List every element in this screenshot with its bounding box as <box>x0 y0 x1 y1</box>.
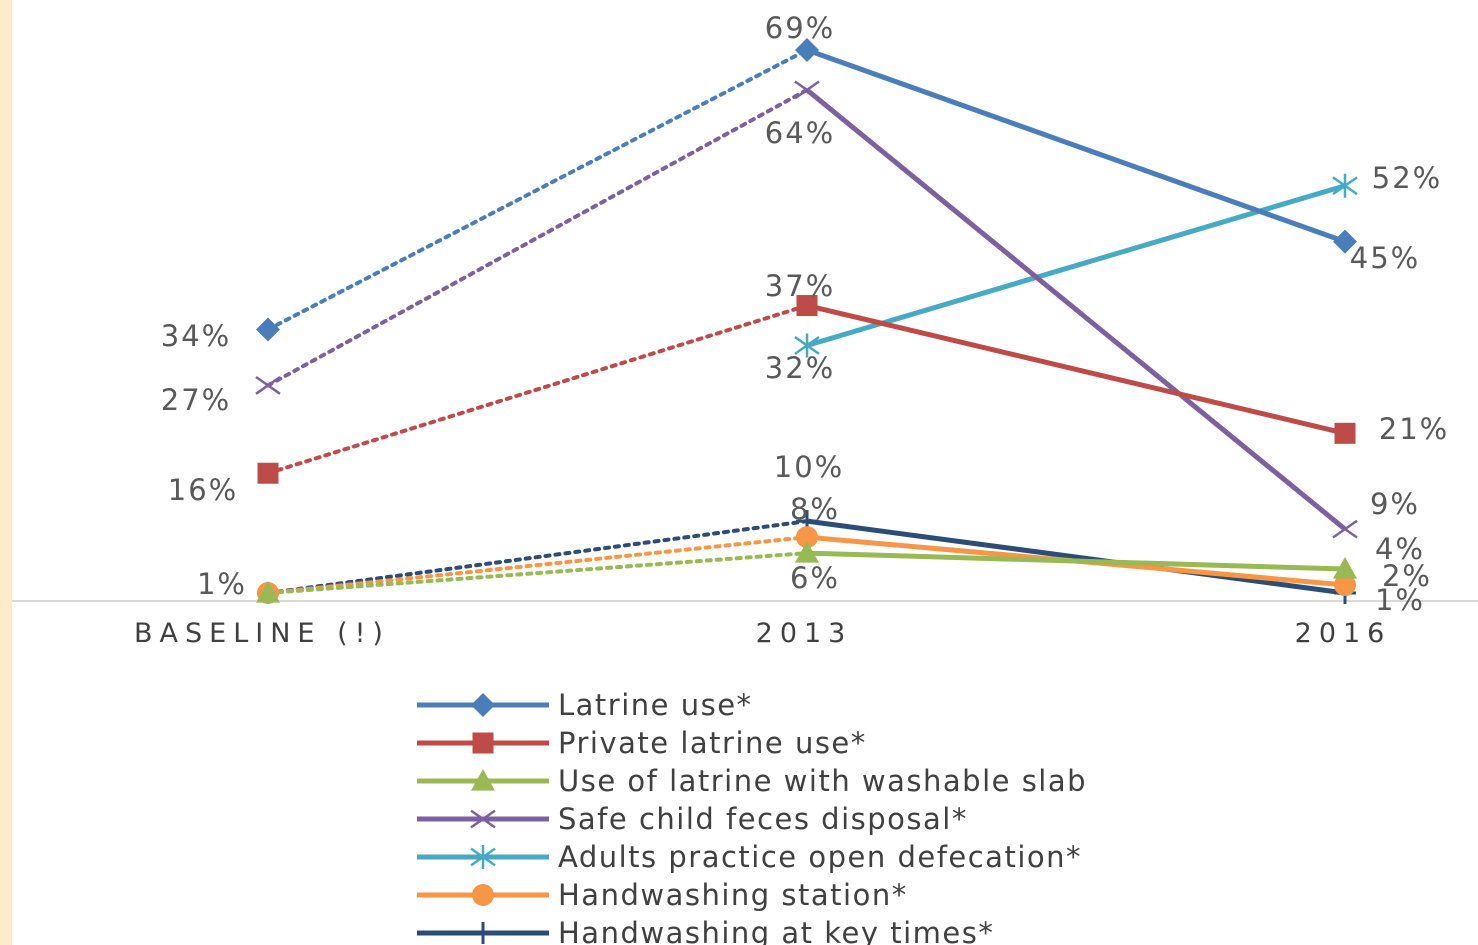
legend-item-latrine-use: Latrine use* <box>417 688 753 722</box>
legend-label-use-of-latrine-with-washable-slab: Use of latrine with washable slab <box>558 764 1087 798</box>
left-accent-strip <box>0 0 12 945</box>
line-dotted-private-latrine-use <box>266 303 809 476</box>
legend-item-handwashing-at-key-times: Handwashing at key times* <box>417 916 994 945</box>
line-solid-safe-child-feces-disposal <box>805 87 1347 532</box>
data-label-handwashing-station-2016: 2% <box>1382 559 1432 593</box>
legend-label-latrine-use: Latrine use* <box>558 688 753 722</box>
legend-label-handwashing-station: Handwashing station* <box>558 878 908 912</box>
data-label-use-of-latrine-with-washable-slab-2013: 6% <box>790 561 840 595</box>
marker-latrine-use-2 <box>1333 229 1357 254</box>
series-markers <box>255 38 1358 605</box>
marker-handwashing-station-2 <box>1334 574 1356 597</box>
line-solid-use-of-latrine-with-washable-slab <box>806 550 1346 572</box>
line-dotted-safe-child-feces-disposal <box>266 87 809 388</box>
marker-adults-practice-open-defecation-2 <box>1332 173 1358 198</box>
marker-use-of-latrine-with-washable-slab-1 <box>795 541 819 563</box>
legend-item-private-latrine-use: Private latrine use* <box>417 726 867 760</box>
data-label-handwashing-at-key-times-2013: 10% <box>774 450 844 484</box>
line-dotted-handwashing-at-key-times <box>266 519 809 596</box>
marker-handwashing-station-1 <box>796 526 818 549</box>
marker-private-latrine-use-2 <box>1334 422 1356 444</box>
data-label-adults-practice-open-defecation-2016: 52% <box>1372 161 1442 195</box>
legend-item-use-of-latrine-with-washable-slab: Use of latrine with washable slab <box>417 764 1087 798</box>
axis-layer: BASELINE (!) 2013 2016 <box>12 600 1478 649</box>
marker-use-of-latrine-with-washable-slab-2 <box>1333 557 1357 579</box>
legend-marker-use-of-latrine-with-washable-slab <box>471 769 495 791</box>
legend-marker-handwashing-station <box>472 884 494 906</box>
legend-marker-handwashing-at-key-times <box>472 922 494 944</box>
data-label-private-latrine-use-baseline: 16% <box>168 473 238 507</box>
line-solid-handwashing-at-key-times <box>806 518 1346 596</box>
legend-label-adults-practice-open-defecation: Adults practice open defecation* <box>558 840 1082 874</box>
data-label-use-of-latrine-with-washable-slab-2016: 4% <box>1375 532 1425 566</box>
data-label-latrine-use-baseline: 34% <box>161 319 231 353</box>
data-label-handwashing-station-baseline: 1% <box>197 567 247 601</box>
line-solid-adults-practice-open-defecation <box>806 183 1346 348</box>
marker-latrine-use-0 <box>256 317 280 342</box>
x-tick-label-2016: 2016 <box>1295 618 1392 649</box>
series-lines <box>266 47 1347 596</box>
marker-latrine-use-1 <box>795 38 819 62</box>
legend-item-handwashing-station: Handwashing station* <box>417 878 908 912</box>
line-solid-latrine-use <box>806 47 1346 245</box>
data-labels: 34% 69% 45% 16% 37% 21% 6% 4% 27% 64% 9% 32% 52% 1% 8%… <box>161 11 1449 617</box>
data-label-safe-child-feces-disposal-baseline: 27% <box>161 383 231 417</box>
data-label-private-latrine-use-2016: 21% <box>1379 412 1449 446</box>
x-tick-label-baseline: BASELINE (!) <box>134 618 390 649</box>
data-label-handwashing-at-key-times-2016: 1% <box>1375 583 1425 617</box>
data-label-handwashing-station-2013: 8% <box>790 492 840 526</box>
legend-marker-adults-practice-open-defecation <box>470 845 496 869</box>
data-label-safe-child-feces-disposal-2016: 9% <box>1370 487 1420 521</box>
marker-safe-child-feces-disposal-2 <box>1332 519 1358 539</box>
marker-private-latrine-use-0 <box>257 462 279 484</box>
data-label-safe-child-feces-disposal-2013: 64% <box>765 116 835 150</box>
legend-marker-safe-child-feces-disposal <box>470 809 496 829</box>
line-solid-private-latrine-use <box>806 303 1346 436</box>
line-dotted-use-of-latrine-with-washable-slab <box>266 551 809 596</box>
legend-label-safe-child-feces-disposal: Safe child feces disposal* <box>558 802 968 836</box>
data-label-latrine-use-2013: 69% <box>765 11 835 45</box>
legend-marker-private-latrine-use <box>472 732 494 754</box>
line-dotted-latrine-use <box>266 48 809 332</box>
legend-label-private-latrine-use: Private latrine use* <box>558 726 867 760</box>
legend-label-handwashing-at-key-times: Handwashing at key times* <box>558 916 994 945</box>
legend-item-adults-practice-open-defecation: Adults practice open defecation* <box>417 840 1082 874</box>
marker-use-of-latrine-with-washable-slab-0 <box>256 581 280 603</box>
legend: Latrine use* Private latrine use* Use of l… <box>417 688 1087 945</box>
marker-safe-child-feces-disposal-0 <box>255 375 281 395</box>
data-label-latrine-use-2016: 45% <box>1350 241 1420 275</box>
legend-marker-latrine-use <box>471 693 495 717</box>
marker-safe-child-feces-disposal-1 <box>794 80 820 100</box>
marker-private-latrine-use-1 <box>796 295 818 317</box>
x-tick-label-2013: 2013 <box>756 618 853 649</box>
legend-item-safe-child-feces-disposal: Safe child feces disposal* <box>417 802 968 836</box>
data-label-adults-practice-open-defecation-2013: 32% <box>765 351 835 385</box>
marker-adults-practice-open-defecation-1 <box>794 333 820 358</box>
data-label-private-latrine-use-2013: 37% <box>765 269 835 303</box>
line-dotted-handwashing-station <box>266 535 809 596</box>
